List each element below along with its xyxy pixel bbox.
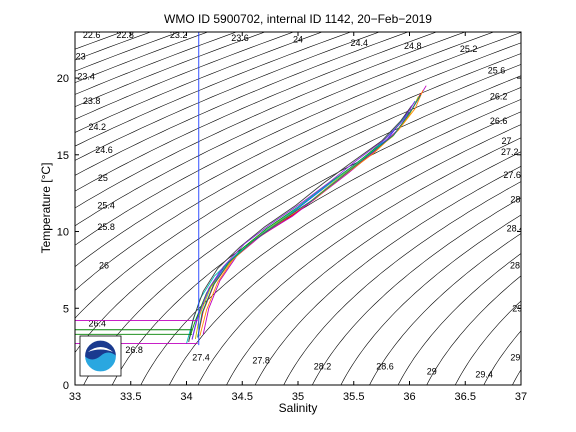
density-contour [75, 32, 294, 120]
contour-label: 29.4 [475, 369, 493, 379]
contour-label: 23.4 [77, 72, 95, 82]
density-contour [397, 253, 521, 385]
x-tick-label: 33.5 [120, 391, 141, 403]
y-tick-label: 10 [57, 227, 69, 239]
noaa-logo [79, 335, 122, 377]
y-axis: 0 5 10 15 20 [57, 73, 521, 392]
contour-label: 26.4 [89, 319, 107, 329]
contour-label: 22.8 [116, 30, 134, 40]
density-contour [75, 32, 521, 246]
density-contour [426, 275, 521, 385]
density-contour [169, 124, 521, 385]
contour-label: 23.8 [83, 96, 101, 106]
density-contour [75, 32, 266, 107]
x-tick-label: 36 [403, 391, 415, 403]
x-tick-label: 34 [180, 391, 192, 403]
contour-label: 27 [501, 136, 511, 146]
density-contour [75, 32, 323, 133]
y-axis-label: Temperature [°C] [39, 163, 53, 254]
x-tick-label: 34.5 [232, 391, 253, 403]
contour-label: 29 [427, 366, 437, 376]
contour-label: 23 [76, 52, 86, 62]
contour-label: 25.4 [97, 201, 115, 211]
contour-label: 27.2 [501, 147, 519, 157]
chart-title: WMO ID 5900702, internal ID 1142, 20−Feb… [164, 12, 432, 26]
y-tick-label: 15 [57, 150, 69, 162]
density-contour [312, 197, 521, 385]
contour-label: 28.2 [314, 362, 332, 372]
profiles [75, 32, 427, 346]
density-contour [75, 32, 237, 95]
contour-label: 24.4 [351, 38, 369, 48]
contour-label: 24 [293, 35, 303, 45]
density-contour [75, 32, 466, 209]
contour-label: 23.2 [170, 30, 188, 40]
contour-label: 25.8 [97, 222, 115, 232]
y-tick-label: 20 [57, 73, 69, 85]
contour-label: 28.6 [376, 362, 394, 372]
density-contour [75, 32, 494, 227]
contour-label: 26.8 [125, 345, 143, 355]
density-contour [254, 165, 521, 385]
density-contour [75, 32, 351, 147]
density-contours [75, 32, 521, 385]
density-contour [340, 214, 521, 385]
density-contour [75, 32, 380, 161]
density-contour [75, 32, 437, 192]
contour-label: 29 [510, 352, 520, 362]
contour-label: 28.8 [510, 260, 528, 270]
contour-label: 25.6 [488, 65, 506, 75]
density-contour [283, 181, 521, 385]
x-tick-label: 35.5 [343, 391, 364, 403]
density-contour [75, 53, 521, 291]
x-axis-label: Salinity [279, 401, 318, 415]
y-tick-label: 5 [63, 303, 69, 315]
x-axis: 33 33.5 34 34.5 35 35.5 36 36.5 37 [69, 32, 527, 403]
contour-label: 24.2 [89, 122, 107, 132]
contour-label: 26 [99, 260, 109, 270]
x-tick-label: 36.5 [455, 391, 476, 403]
density-contour [197, 137, 521, 385]
contour-label: 27.6 [503, 170, 521, 180]
density-contour [512, 369, 521, 385]
contour-label: 28 [510, 194, 520, 204]
contour-label: 27.4 [192, 352, 210, 362]
contour-label: 25 [98, 173, 108, 183]
density-contour [140, 111, 521, 385]
contour-label: 23.6 [231, 33, 249, 43]
density-contour [75, 64, 521, 319]
density-contour [75, 75, 521, 354]
contour-label: 26.2 [490, 92, 508, 102]
density-contour [454, 300, 521, 385]
density-contour [83, 87, 521, 385]
density-contour [75, 32, 409, 176]
density-contour [75, 42, 521, 268]
x-tick-label: 37 [515, 391, 527, 403]
contour-label: 27.8 [252, 356, 270, 366]
profile-line [197, 94, 422, 338]
contour-label: 29.2 [512, 303, 530, 313]
x-tick-label: 33 [69, 391, 81, 403]
contour-label: 24.6 [95, 145, 113, 155]
profile-line [191, 102, 415, 340]
profile-line [188, 105, 413, 343]
contour-label: 28.4 [507, 224, 525, 234]
density-contour [226, 151, 521, 385]
contour-label: 22.6 [83, 30, 101, 40]
contour-label: 25.2 [460, 44, 478, 54]
x-tick-label: 35 [292, 391, 304, 403]
contour-label: 24.8 [404, 41, 422, 51]
density-contour [369, 233, 521, 385]
y-tick-label: 0 [63, 380, 69, 392]
contour-label: 26.6 [490, 116, 508, 126]
sigma-labels: 22.6 22.8 23.2 23.6 24 24.4 24.8 25.2 23 23.4 23.8… [76, 30, 530, 379]
